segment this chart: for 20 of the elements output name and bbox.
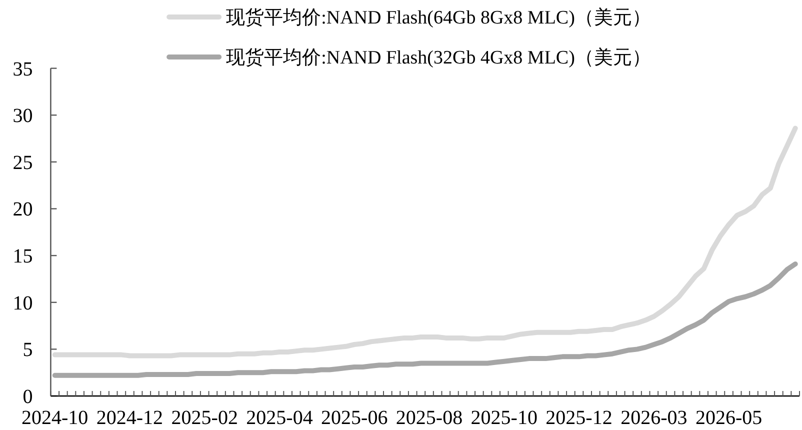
legend-label: 现货平均价:NAND Flash(64Gb 8Gx8 MLC)（美元） <box>226 6 651 28</box>
y-tick-label: 0 <box>22 386 33 408</box>
x-tick-label: 2024-12 <box>96 407 164 429</box>
x-tick-label: 2025-06 <box>321 407 388 429</box>
y-tick-label: 5 <box>22 339 33 362</box>
x-tick-label: 2025-02 <box>171 407 238 429</box>
x-tick-label: 2025-08 <box>396 407 463 429</box>
y-tick-label: 25 <box>12 152 33 174</box>
x-tick-label: 2026-05 <box>695 407 762 429</box>
y-tick-label: 20 <box>12 198 33 221</box>
x-tick-label: 2025-04 <box>246 407 313 429</box>
x-tick-label: 2025-12 <box>546 407 612 429</box>
x-tick-label: 2026-03 <box>620 407 688 429</box>
y-tick-label: 35 <box>12 58 33 80</box>
x-tick-label: 2025-10 <box>470 407 538 429</box>
legend-label: 现货平均价:NAND Flash(32Gb 4Gx8 MLC)（美元） <box>226 46 651 68</box>
x-tick-label: 2024-10 <box>22 407 88 429</box>
y-tick-label: 15 <box>12 246 33 268</box>
y-tick-label: 10 <box>12 292 33 314</box>
y-tick-label: 30 <box>12 105 33 128</box>
